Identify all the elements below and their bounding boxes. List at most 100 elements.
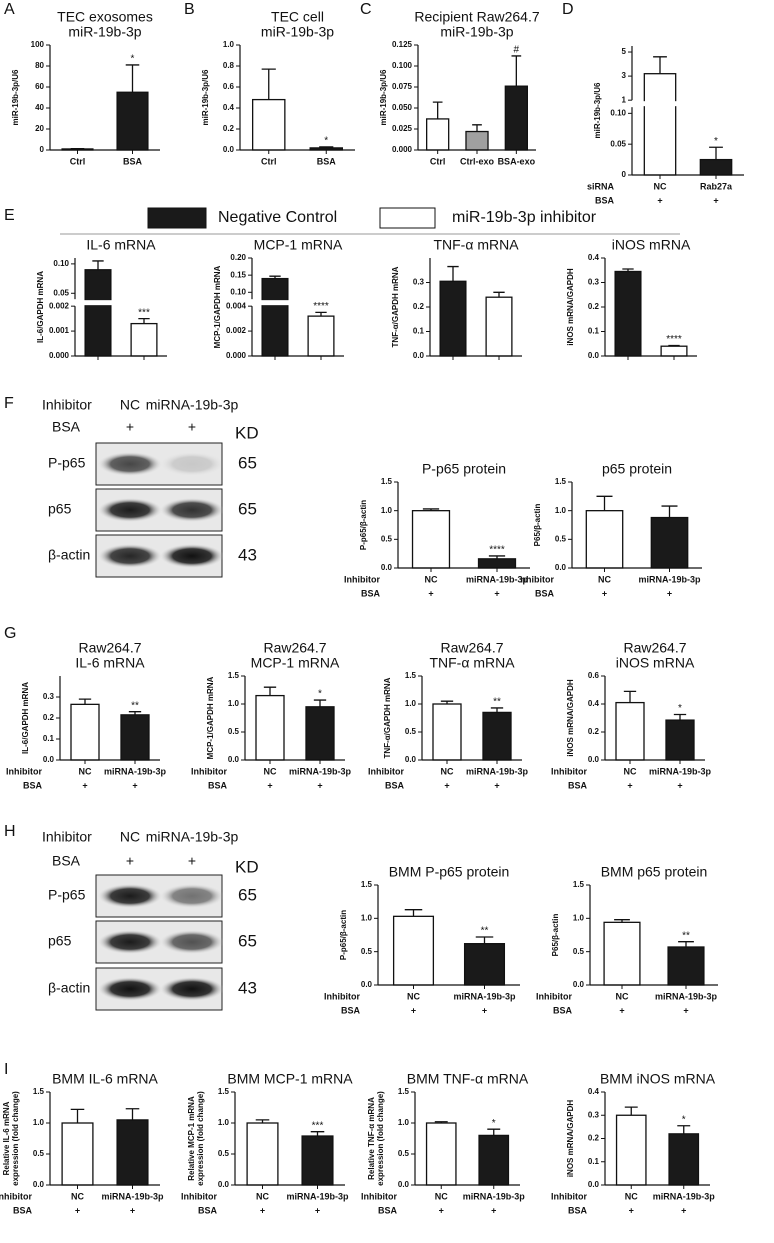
significance: ****: [313, 301, 329, 312]
y-axis-label: miR-19b-3p/U6: [379, 69, 388, 126]
bar: [251, 98, 286, 151]
x-row-label: BSA: [535, 588, 555, 598]
x-row-label: BSA: [341, 1005, 361, 1015]
panel-letter: H: [4, 823, 16, 840]
y-tick-label: 0.6: [588, 671, 600, 680]
y-tick-label: 3: [622, 71, 627, 80]
y-tick-label: 0.2: [588, 1134, 600, 1143]
y-axis-label: MCP-1/GAPDH mRNA: [213, 265, 222, 348]
blot-row-label: β-actin: [48, 980, 90, 996]
y-tick-label: 1.0: [228, 699, 240, 708]
chart-title: BMM TNF-α mRNA: [407, 1071, 529, 1087]
chart-title: IL-6 mRNA: [75, 655, 145, 671]
blot-band: [98, 498, 162, 522]
significance: *: [678, 703, 682, 714]
x-row-label: Inhibitor: [191, 766, 227, 776]
x-row-value: +: [439, 1205, 444, 1215]
error-bar: [78, 698, 92, 705]
y-tick-label: 0: [622, 170, 627, 179]
y-tick-label: 0.002: [226, 326, 247, 335]
y-tick-label: 0.050: [392, 103, 413, 112]
error-bar: [493, 291, 505, 298]
significance: ***: [138, 307, 150, 318]
significance: *: [318, 689, 322, 700]
y-tick-label: 1.5: [361, 880, 373, 889]
y-tick-label: 0.100: [392, 61, 413, 70]
x-tick-label: miRNA-19b-3p: [466, 766, 529, 776]
y-tick-label: 0.10: [53, 259, 69, 268]
y-tick-label: 0.004: [226, 301, 247, 310]
y-axis-label: IL-6/GAPDH mRNA: [21, 682, 30, 754]
y-axis-label: P-p65/β-actin: [339, 910, 348, 960]
x-row-label: siRNA: [587, 181, 615, 191]
x-row-value: +: [677, 780, 682, 790]
y-tick-label: 1.0: [33, 1118, 45, 1127]
bar: [116, 1119, 149, 1186]
y-tick-label: 0.1: [413, 327, 425, 336]
x-tick-label: BSA: [317, 156, 337, 166]
chart-title: Raw264.7: [623, 640, 686, 656]
blot-band: [160, 884, 224, 908]
x-row-label: Inhibitor: [551, 1191, 587, 1201]
bar: [650, 516, 689, 569]
panel-letter: B: [184, 1, 195, 18]
chart-title: p65 protein: [602, 461, 672, 477]
error-bar: [255, 1119, 270, 1123]
error-bar: [678, 941, 694, 947]
error-bar: [92, 260, 104, 270]
y-tick-label: 0.1: [43, 734, 55, 743]
y-tick-label: 0.15: [230, 270, 246, 279]
chart-title: Raw264.7: [78, 640, 141, 656]
y-axis-label: TNF-α/GAPDH mRNA: [391, 266, 400, 347]
y-tick-label: 40: [35, 103, 44, 112]
y-tick-label: 0.10: [610, 108, 626, 117]
significance: ****: [666, 334, 682, 345]
error-bar: [404, 909, 423, 917]
x-tick-label: miRNA-19b-3p: [649, 766, 712, 776]
bar: [425, 1122, 457, 1186]
y-axis-label: iNOS mRNA/GAPDH: [566, 268, 575, 346]
error-bar: [125, 64, 140, 93]
significance: *: [492, 1118, 496, 1129]
error-bar: [653, 56, 667, 74]
bar: [667, 946, 705, 986]
y-tick-label: 1.5: [381, 477, 393, 486]
bar: [614, 270, 642, 357]
y-axis-label: P65/β-actin: [533, 504, 542, 547]
y-tick-label: 0.002: [49, 301, 70, 310]
x-row-label: BSA: [361, 588, 381, 598]
x-tick-label: Rab27a: [700, 181, 733, 191]
y-tick-label: 0.10: [230, 287, 246, 296]
blot-band: [160, 977, 224, 1001]
error-bar: [138, 317, 150, 324]
y-axis-label: Relative TNF-α mRNA: [367, 1097, 376, 1180]
bar: [120, 714, 150, 761]
blot-row-label: β-actin: [48, 547, 90, 563]
x-row-value: +: [681, 1205, 686, 1215]
error-bar: [472, 124, 482, 132]
bar: [643, 73, 677, 176]
error-bar: [668, 344, 680, 347]
y-axis-label: expression (fold change): [196, 1091, 205, 1186]
chart-title: TEC cell: [271, 9, 324, 25]
x-row-value: +: [411, 1005, 416, 1015]
blot-treatment-mark: +: [126, 419, 134, 435]
y-tick-label: 0.5: [33, 1149, 45, 1158]
blot-header-label: Inhibitor: [42, 829, 92, 845]
bar: [485, 296, 513, 357]
chart-title: TNF-α mRNA: [433, 237, 519, 253]
y-tick-label: 0.0: [218, 1180, 230, 1189]
y-tick-label: 0.4: [588, 1087, 600, 1096]
x-tick-label: NC: [441, 766, 454, 776]
y-tick-label: 0.2: [588, 727, 600, 736]
y-tick-label: 0.05: [610, 139, 626, 148]
chart-title: MCP-1 mRNA: [251, 655, 340, 671]
y-tick-label: 0.000: [226, 351, 247, 360]
x-row-value: +: [267, 780, 272, 790]
chart-title: iNOS mRNA: [616, 655, 695, 671]
x-row-label: Inhibitor: [344, 574, 380, 584]
bar: [255, 694, 285, 761]
chart-title: Recipient Raw264.7: [414, 9, 540, 25]
y-axis-label: expression (fold change): [376, 1091, 385, 1186]
y-tick-label: 0.025: [392, 124, 413, 133]
